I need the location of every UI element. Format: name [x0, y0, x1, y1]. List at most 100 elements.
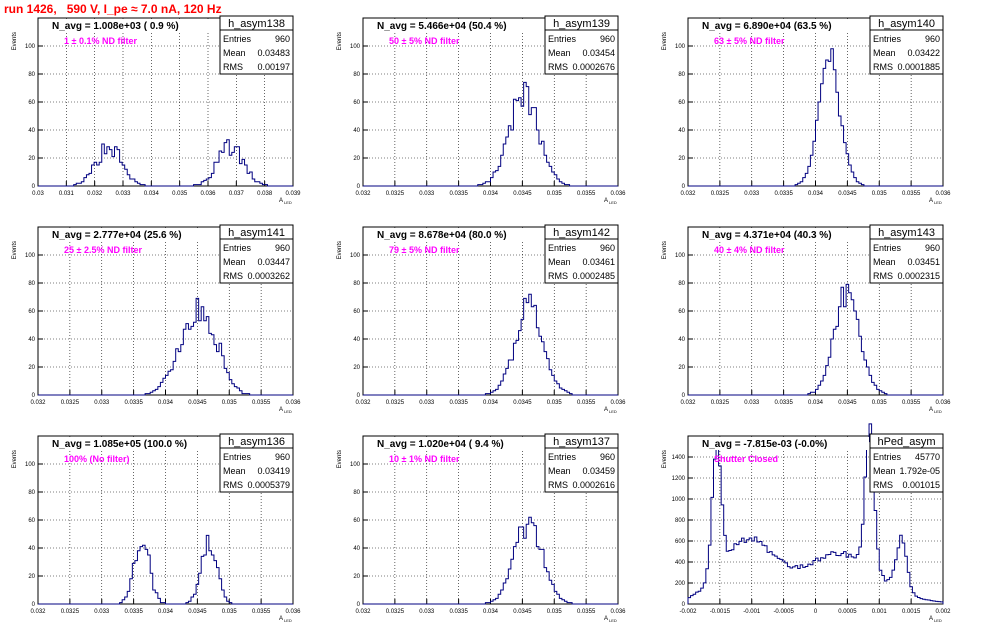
x-tick-label: 0.038	[257, 191, 273, 197]
x-tick-label: 0.0015	[902, 609, 921, 615]
y-axis-label: Events	[12, 32, 18, 50]
x-axis-label: A	[929, 198, 933, 204]
histogram-line	[687, 423, 944, 604]
y-tick-label: 100	[350, 462, 361, 468]
stats-value: 960	[275, 243, 290, 253]
stats-label: Entries	[223, 34, 252, 44]
y-tick-label: 80	[28, 490, 35, 496]
stats-box	[869, 15, 944, 75]
histogram-name: h_asym143	[878, 227, 935, 239]
stats-box	[544, 433, 619, 493]
n-avg-label: N_avg = 4.371e+04 (40.3 %)	[702, 230, 832, 241]
stats-value: 0.0002676	[572, 62, 615, 72]
y-tick-label: 20	[353, 574, 360, 580]
x-tick-label: 0.034	[808, 400, 824, 406]
stats-value: 0.0002616	[572, 480, 615, 490]
y-tick-label: 100	[350, 253, 361, 259]
y-axis-label: Events	[662, 32, 668, 50]
x-tick-label: 0.034	[808, 191, 824, 197]
n-avg-label: N_avg = 1.008e+03 ( 0.9 %)	[52, 21, 179, 32]
stats-label: Mean	[223, 466, 246, 476]
x-tick-label: 0.032	[355, 400, 371, 406]
y-axis-label: Events	[337, 241, 343, 259]
header-background	[364, 19, 544, 32]
x-tick-label: 0.0325	[386, 191, 405, 197]
stats-value: 960	[600, 243, 615, 253]
header-background	[39, 228, 219, 241]
y-tick-label: 80	[28, 72, 35, 78]
run-title: run 1426, 590 V, I_pe ≈ 7.0 nA, 120 Hz	[4, 2, 222, 16]
stats-value: 0.03459	[582, 466, 615, 476]
stats-box	[544, 15, 619, 75]
filter-annotation: 50 ± 5% ND filter	[389, 36, 460, 46]
stats-value: 0.03461	[582, 257, 615, 267]
stats-value: 960	[275, 34, 290, 44]
x-tick-label: 0.0355	[577, 191, 596, 197]
x-tick-label: 0.034	[158, 609, 174, 615]
x-tick-label: 0.036	[200, 191, 216, 197]
y-tick-label: 0	[357, 393, 361, 399]
histogram-line	[38, 297, 293, 396]
y-tick-label: 60	[353, 518, 360, 524]
y-tick-label: 60	[678, 100, 685, 106]
stats-label: Mean	[873, 466, 896, 476]
y-tick-label: 800	[675, 518, 686, 524]
y-tick-label: 60	[353, 309, 360, 315]
stats-box	[869, 433, 944, 493]
y-tick-label: 20	[678, 365, 685, 371]
stats-value: 1.792e-05	[899, 466, 940, 476]
x-tick-label: 0.0335	[774, 191, 793, 197]
x-tick-label: 0.034	[483, 191, 499, 197]
x-axis-label-subscript: LED	[284, 200, 292, 205]
x-tick-label: 0.001	[872, 609, 888, 615]
y-tick-label: 60	[28, 518, 35, 524]
header-background	[364, 437, 544, 450]
x-tick-label: 0.037	[229, 191, 245, 197]
x-tick-label: 0.033	[94, 609, 110, 615]
stats-value: 0.0005379	[247, 480, 290, 490]
y-tick-label: 80	[353, 490, 360, 496]
x-axis-label-subscript: LED	[609, 618, 617, 622]
histogram-line	[363, 293, 618, 396]
x-tick-label: 0.033	[419, 191, 435, 197]
stats-label: Entries	[548, 243, 577, 253]
histogram-panel-h_asym136: 0.032 0.0325 0.033 0.0335 0.034 0.0345 0.035 0.…	[12, 433, 301, 622]
x-tick-label: 0.0335	[449, 609, 468, 615]
stats-label: RMS	[873, 480, 893, 490]
y-tick-label: 40	[353, 546, 360, 552]
x-tick-label: 0.035	[222, 400, 238, 406]
y-axis-label: Events	[662, 450, 668, 468]
x-tick-label: 0.036	[935, 191, 951, 197]
stats-label: Entries	[873, 243, 902, 253]
y-tick-label: 20	[353, 156, 360, 162]
x-tick-label: 0.0355	[577, 609, 596, 615]
histogram-panel-h_asym141: 0.032 0.0325 0.033 0.0335 0.034 0.0345 0.035 0.…	[12, 224, 301, 414]
histogram-panel-h_asym143: 0.032 0.0325 0.033 0.0335 0.034 0.0345 0.035 0.…	[662, 224, 951, 414]
x-tick-label: 0.0325	[386, 400, 405, 406]
x-tick-label: 0.036	[285, 400, 301, 406]
histogram-panel-h_asym142: 0.032 0.0325 0.033 0.0335 0.034 0.0345 0.035 0.…	[337, 224, 626, 414]
y-tick-label: 100	[25, 462, 36, 468]
x-tick-label: 0.035	[172, 191, 188, 197]
x-axis-label-subscript: LED	[609, 200, 617, 205]
x-tick-label: 0.0355	[902, 400, 921, 406]
x-axis-label: A	[604, 407, 608, 413]
x-tick-label: 0.0335	[774, 400, 793, 406]
x-tick-label: 0.0355	[577, 400, 596, 406]
stats-value: 0.0001885	[897, 62, 940, 72]
y-tick-label: 0	[32, 602, 36, 608]
header-background	[39, 19, 219, 32]
x-tick-label: 0.0335	[124, 400, 143, 406]
y-tick-label: 60	[353, 100, 360, 106]
x-axis-label-subscript: LED	[934, 200, 942, 205]
x-axis-label-subscript: LED	[284, 618, 292, 622]
stats-box	[219, 433, 294, 493]
stats-value: 0.00197	[257, 62, 290, 72]
x-axis-label-subscript: LED	[934, 618, 942, 622]
stats-label: RMS	[548, 480, 568, 490]
x-tick-label: 0.0345	[513, 609, 532, 615]
x-tick-label: 0.035	[872, 400, 888, 406]
x-axis-label: A	[604, 198, 608, 204]
x-tick-label: 0.0355	[902, 191, 921, 197]
header-background	[39, 437, 219, 450]
